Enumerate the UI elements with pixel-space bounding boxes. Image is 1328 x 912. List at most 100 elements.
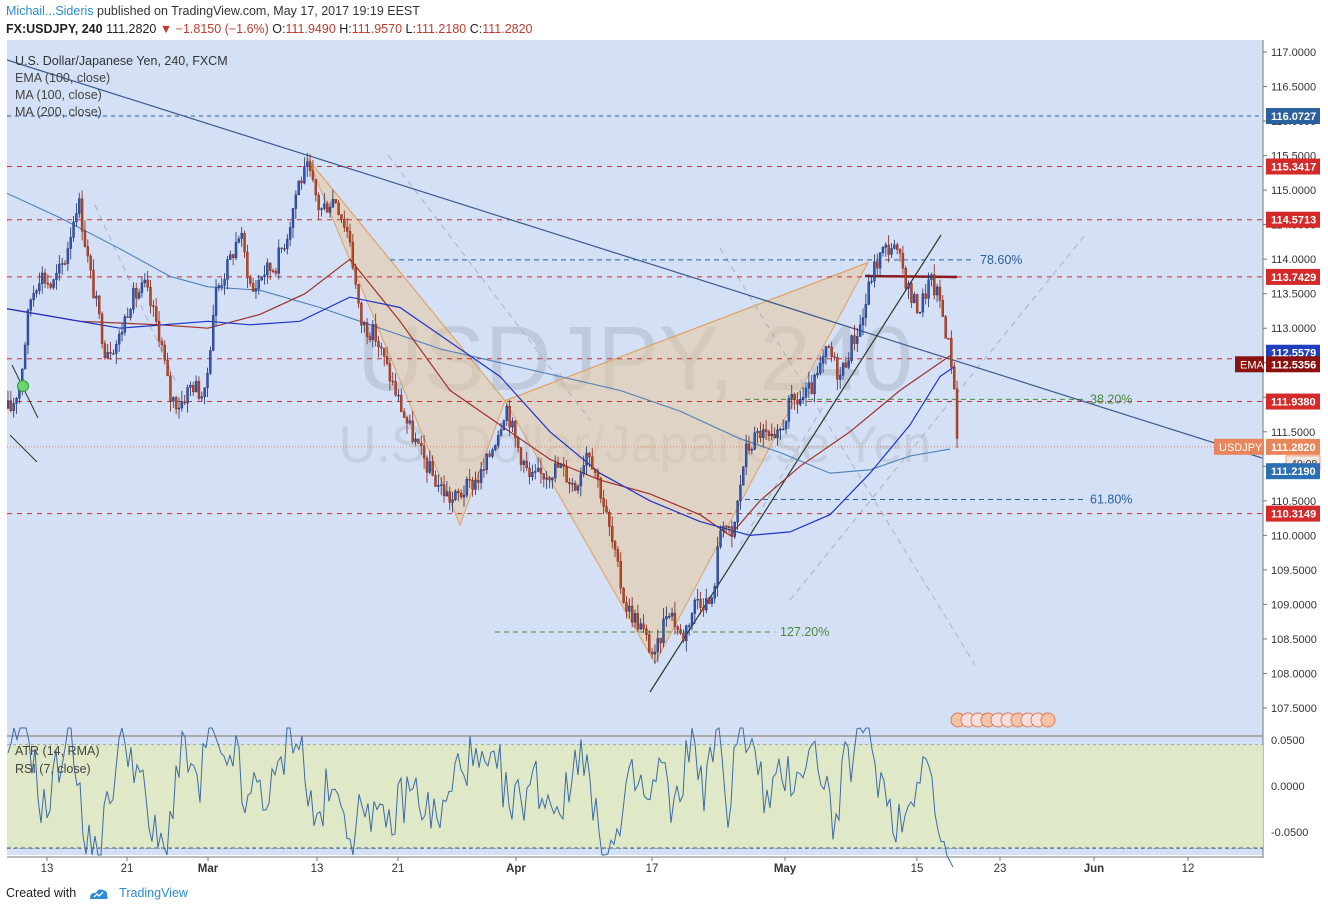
tradingview-link[interactable]: TradingView <box>119 886 188 900</box>
candle-body <box>955 388 959 439</box>
candle-body <box>83 230 87 247</box>
candle-body <box>699 599 702 608</box>
candle-body <box>257 279 260 289</box>
candle-body <box>893 244 896 249</box>
candle-body <box>422 445 426 459</box>
candle-body <box>320 208 323 210</box>
candle-body <box>120 332 124 335</box>
candle-body <box>915 294 919 313</box>
candle-body <box>497 435 500 446</box>
candle-body <box>947 338 950 340</box>
candle-body <box>337 202 340 215</box>
candle-body <box>263 274 266 278</box>
candle-body <box>779 428 782 431</box>
candle-body <box>132 287 135 310</box>
candle-body <box>243 232 246 253</box>
candle-body <box>565 466 568 483</box>
candle-body <box>371 324 374 341</box>
candle-body <box>744 443 748 467</box>
candle-body <box>733 521 736 537</box>
candle-body <box>408 420 412 424</box>
candle-body <box>930 274 933 280</box>
candle-body <box>767 431 771 437</box>
candle-body <box>847 360 850 368</box>
candle-body <box>66 248 70 264</box>
author-link[interactable]: Michail...Sideris <box>6 4 94 18</box>
candle-body <box>163 344 166 361</box>
candle-body <box>591 456 594 470</box>
signal-dot <box>17 380 29 392</box>
candle-body <box>890 248 893 255</box>
ascending-trendline <box>649 234 942 693</box>
candle-body <box>608 511 611 527</box>
candle-body <box>465 479 469 496</box>
candle-body <box>115 344 118 354</box>
indicator-tick-label-2: -0.0500 <box>1271 827 1308 839</box>
candle-body <box>582 465 585 474</box>
candle-body <box>861 317 865 326</box>
candle-body <box>363 322 366 326</box>
candle-body <box>536 467 540 472</box>
candle-body <box>29 299 32 311</box>
y-tick-label-18: 116.5000 <box>1271 82 1316 94</box>
candle-body <box>377 341 380 348</box>
candle-body <box>670 612 674 617</box>
level-price-label-6: 110.3149 <box>1271 509 1316 521</box>
candle-body <box>229 254 232 260</box>
candle-body <box>354 267 357 285</box>
candle-body <box>223 279 226 286</box>
candle-body <box>294 194 298 209</box>
resistance-bar <box>864 274 958 279</box>
candle-body <box>126 316 129 318</box>
candle-body <box>345 227 349 232</box>
candle-body <box>508 406 511 428</box>
candle-body <box>884 244 887 248</box>
candle-body <box>901 252 905 269</box>
candle-body <box>23 344 27 370</box>
candle-body <box>588 452 591 458</box>
fib-label-1: 38.20% <box>1090 392 1132 406</box>
candle-body <box>400 394 403 412</box>
level-price-tag <box>1266 505 1320 522</box>
candle-body <box>511 420 514 428</box>
candle-body <box>468 479 471 481</box>
candle-body <box>776 429 779 439</box>
candle-body <box>782 428 785 431</box>
level-price-label-2: 114.5713 <box>1271 215 1316 227</box>
candle-body <box>274 270 278 274</box>
candle-body <box>499 429 503 436</box>
y-tick-label-11: 113.0000 <box>1271 323 1316 335</box>
candle-body <box>58 263 61 274</box>
projection-line-2 <box>719 247 976 666</box>
candle-body <box>639 623 642 630</box>
y-tick-label-2: 108.5000 <box>1271 634 1317 646</box>
candle-body <box>479 469 483 483</box>
y-tick-label-5: 110.0000 <box>1271 530 1316 542</box>
candle-body <box>821 356 825 364</box>
candle-body <box>246 251 249 279</box>
candle-body <box>878 252 882 269</box>
candle-body <box>668 615 671 618</box>
level-price-tag <box>1266 393 1320 410</box>
candle-body <box>827 346 830 348</box>
candle-body <box>534 471 537 473</box>
candle-body <box>445 491 449 497</box>
candle-body <box>799 399 802 405</box>
candle-body <box>41 272 44 284</box>
candle-body <box>525 460 528 469</box>
candle-body <box>411 420 414 442</box>
candle-body <box>813 374 816 395</box>
candle-body <box>554 463 557 479</box>
candle-body <box>300 180 303 184</box>
descending-trendline <box>7 59 1263 459</box>
candle-body <box>630 605 634 623</box>
tradingview-logo-icon <box>89 889 108 899</box>
candle-body <box>516 437 520 448</box>
candle-body <box>231 254 235 259</box>
candle-body <box>323 203 326 209</box>
candle-body <box>394 381 397 396</box>
candle-body <box>659 638 662 644</box>
x-tick-label-5: Apr <box>506 863 526 875</box>
candle-body <box>690 613 694 626</box>
